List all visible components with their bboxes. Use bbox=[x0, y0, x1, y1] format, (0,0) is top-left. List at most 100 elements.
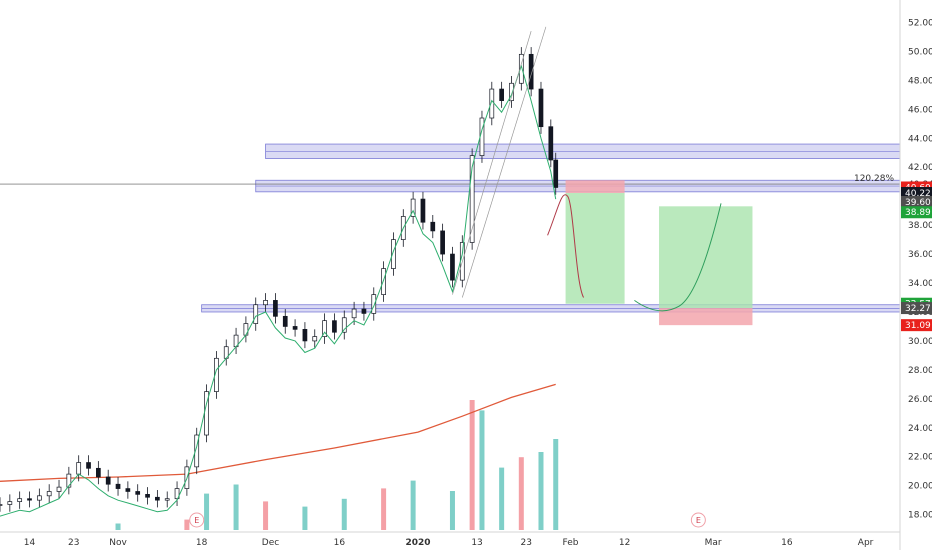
price-badge-label: 39.60 bbox=[905, 198, 931, 208]
candle-body bbox=[322, 320, 327, 337]
x-tick-label: Feb bbox=[563, 538, 579, 548]
y-tick-label: 38.00 bbox=[908, 221, 932, 231]
volume-bar bbox=[469, 400, 475, 530]
y-tick-label: 48.00 bbox=[908, 76, 932, 86]
moving-average-line bbox=[0, 383, 556, 482]
candle-body bbox=[518, 53, 524, 84]
volume-layer bbox=[115, 400, 559, 530]
x-tick-label: 16 bbox=[334, 538, 346, 548]
candle-body bbox=[36, 495, 42, 501]
volume-bar bbox=[553, 439, 559, 530]
earnings-marker bbox=[690, 512, 706, 528]
moving-average-layer bbox=[0, 383, 556, 482]
candle-body bbox=[430, 221, 436, 232]
y-tick-label: 46.00 bbox=[908, 105, 932, 115]
candle-body bbox=[214, 357, 219, 392]
x-tick-label: 23 bbox=[521, 538, 532, 548]
candle-body bbox=[528, 53, 534, 90]
volume-bar bbox=[233, 484, 239, 530]
candle-body bbox=[391, 239, 396, 269]
candle-body bbox=[440, 230, 445, 255]
earnings-marker-label: E bbox=[194, 516, 199, 525]
y-tick-label: 20.00 bbox=[908, 482, 932, 492]
candle-body bbox=[420, 198, 426, 223]
candle-body bbox=[135, 491, 141, 495]
y-tick-label: 18.00 bbox=[908, 511, 932, 521]
volume-bar bbox=[538, 452, 544, 530]
volume-bar bbox=[381, 488, 387, 530]
price-badge-label: 38.89 bbox=[905, 208, 931, 218]
volume-bar bbox=[449, 491, 455, 530]
candle-body bbox=[282, 315, 288, 327]
wedge-upper-line bbox=[452, 31, 532, 295]
y-tick-label: 34.00 bbox=[908, 279, 932, 289]
candle-body bbox=[76, 462, 82, 475]
volume-bar bbox=[204, 493, 210, 530]
y-tick-label: 26.00 bbox=[908, 395, 932, 405]
candle-body bbox=[361, 308, 367, 314]
candle-body bbox=[155, 496, 160, 501]
volume-bar bbox=[263, 501, 269, 530]
volume-bar bbox=[410, 480, 416, 530]
candle-body bbox=[509, 82, 514, 101]
candle-body bbox=[0, 504, 3, 506]
x-tick-label: 23 bbox=[68, 538, 79, 548]
price-badge-label: 32.27 bbox=[905, 304, 931, 314]
candle-body bbox=[341, 317, 347, 333]
candle-body bbox=[332, 320, 337, 333]
y-tick-label: 22.00 bbox=[908, 453, 932, 463]
short-risk-box bbox=[565, 180, 625, 193]
trailing-stop-line bbox=[0, 64, 557, 517]
candle-body bbox=[96, 467, 101, 478]
volume-bar bbox=[302, 506, 308, 530]
y-tick-label: 24.00 bbox=[908, 424, 932, 434]
candle-body bbox=[56, 486, 62, 492]
price-badge-label: 31.09 bbox=[905, 321, 931, 331]
x-tick-label: 13 bbox=[471, 538, 482, 548]
projected-drop-arrow bbox=[547, 194, 585, 298]
candle-body bbox=[351, 308, 357, 319]
y-tick-label: 52.00 bbox=[908, 18, 932, 28]
candle-body bbox=[27, 498, 32, 501]
candle-body bbox=[553, 159, 559, 188]
x-tick-label: 18 bbox=[196, 538, 208, 548]
long-risk-box bbox=[659, 308, 753, 326]
earnings-marker-label: E bbox=[696, 516, 701, 525]
candle-body bbox=[125, 488, 131, 492]
candle-body bbox=[273, 300, 278, 317]
candle-body bbox=[17, 498, 23, 502]
y-tick-label: 28.00 bbox=[908, 366, 932, 376]
candle-body bbox=[450, 253, 455, 281]
candle-body bbox=[410, 198, 416, 217]
candle-body bbox=[538, 88, 544, 128]
x-tick-label: Apr bbox=[858, 538, 874, 548]
price-badge bbox=[901, 206, 932, 219]
x-tick-label: Mar bbox=[705, 538, 722, 548]
y-tick-label: 42.00 bbox=[908, 163, 932, 173]
candle-body bbox=[46, 491, 52, 497]
candle-body bbox=[7, 501, 13, 505]
candle-body bbox=[499, 88, 504, 101]
price-badge bbox=[901, 302, 932, 315]
x-tick-label: 12 bbox=[619, 538, 630, 548]
candle-body bbox=[115, 483, 121, 489]
volume-bar bbox=[518, 457, 524, 530]
price-badge bbox=[901, 319, 932, 332]
candle-body bbox=[371, 294, 377, 314]
y-tick-label: 36.00 bbox=[908, 250, 932, 260]
x-tick-label: 2020 bbox=[406, 538, 431, 548]
volume-bar bbox=[499, 467, 505, 530]
earnings-marker bbox=[189, 512, 205, 528]
y-tick-label: 44.00 bbox=[908, 134, 932, 144]
candle-body bbox=[469, 155, 475, 243]
candle-body bbox=[302, 328, 308, 342]
candle-body bbox=[263, 300, 268, 306]
projected-rise-arrow bbox=[634, 203, 722, 312]
candle-body bbox=[105, 476, 111, 485]
price-badge bbox=[901, 195, 932, 208]
candle-body bbox=[164, 498, 170, 501]
